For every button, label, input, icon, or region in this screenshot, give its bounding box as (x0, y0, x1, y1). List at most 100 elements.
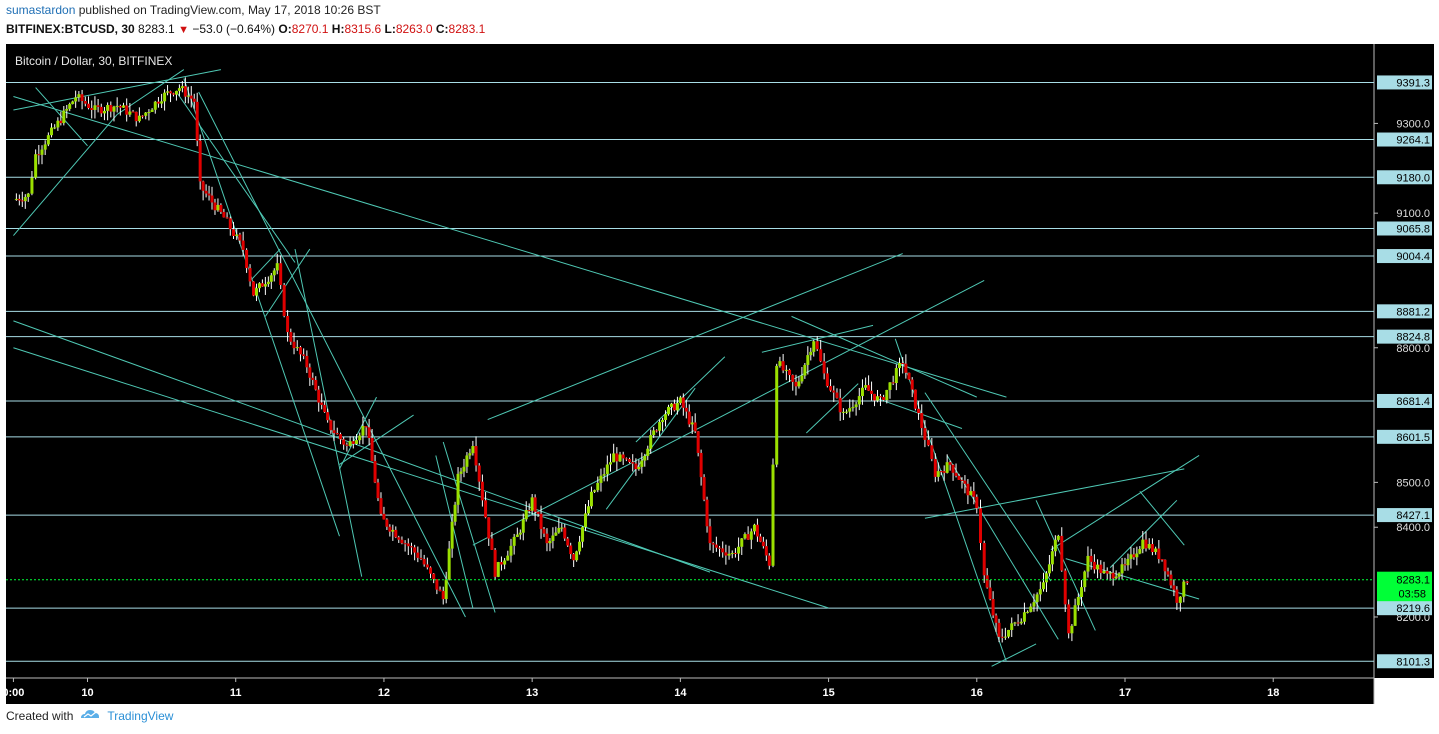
candle-body (1080, 587, 1084, 597)
candle-body (696, 431, 700, 453)
candle-body (34, 154, 38, 178)
candle-body (453, 504, 457, 522)
trendline[interactable] (487, 253, 903, 421)
trendline[interactable] (894, 338, 1007, 663)
x-tick-label: 12 (378, 687, 390, 699)
candle-body (1050, 551, 1054, 565)
candle-body (345, 444, 349, 446)
candle-body (672, 403, 676, 411)
candle-body (109, 105, 113, 112)
candle-body (43, 144, 47, 150)
chart-container[interactable]: 8283.1 03:58 9300.0 9100.0 8800.0 8500.0 8400… (2, 44, 1434, 704)
candle-body (367, 427, 371, 439)
trendline[interactable] (35, 87, 88, 147)
candle-body (825, 373, 829, 387)
candle-body (26, 193, 30, 197)
trendline[interactable] (116, 69, 185, 115)
x-tick-label: 11 (230, 687, 242, 699)
trendline[interactable] (924, 468, 1185, 519)
trendline[interactable] (946, 455, 1059, 640)
trendline[interactable] (806, 383, 859, 434)
candle-body (484, 500, 488, 518)
trendline[interactable] (183, 78, 340, 537)
level-price-label: 8601.5 (1396, 432, 1430, 444)
trendline[interactable] (435, 455, 474, 609)
candle-body (62, 110, 66, 124)
candle-body (1076, 596, 1080, 606)
trendline[interactable] (1035, 500, 1096, 631)
trendline[interactable] (442, 441, 496, 613)
trendline[interactable] (1139, 491, 1185, 546)
time-axis[interactable] (6, 678, 1374, 704)
trendline[interactable] (791, 315, 977, 398)
trendline[interactable] (991, 643, 1037, 667)
trendline[interactable] (339, 414, 414, 465)
author-link[interactable]: sumastardon (6, 3, 76, 17)
candle-body (144, 112, 148, 116)
candle-body (589, 491, 593, 507)
candle-body (800, 375, 804, 382)
candle-body (621, 454, 625, 459)
candle-body (702, 477, 706, 500)
trendline[interactable] (198, 91, 466, 618)
candle-body (788, 369, 792, 376)
candle-body (982, 543, 986, 576)
candle-body (985, 575, 989, 588)
trendline[interactable] (13, 69, 222, 111)
candle-body (978, 508, 982, 544)
x-tick-label: 15 (822, 687, 834, 699)
candle-body (137, 115, 141, 122)
candle-body (320, 402, 324, 405)
price-chart[interactable]: 8283.1 03:58 9300.0 9100.0 8800.0 8500.0 8400… (2, 44, 1434, 704)
trendline[interactable] (1109, 499, 1178, 568)
trendline[interactable] (924, 392, 1052, 582)
candle-body (163, 92, 167, 102)
candle-body (1010, 623, 1014, 630)
candle-body (803, 364, 807, 376)
candle-body (509, 545, 513, 556)
candle-body (602, 474, 606, 476)
candle-body (727, 553, 731, 556)
candle-body (487, 517, 491, 539)
trendline[interactable] (264, 248, 311, 317)
candle-body (40, 149, 44, 155)
candle-body (560, 527, 564, 529)
trendline[interactable] (13, 114, 118, 236)
trendline[interactable] (339, 396, 377, 470)
candle-body (721, 548, 725, 553)
tradingview-link[interactable]: TradingView (107, 708, 174, 723)
trendline[interactable] (472, 280, 985, 546)
y-tick-label: 9100.0 (1396, 208, 1430, 220)
candle-body (456, 473, 460, 505)
candle-body (1060, 535, 1064, 571)
candle-body (882, 397, 886, 401)
candle-body (667, 406, 671, 415)
candle-body (1154, 548, 1158, 553)
candle-body (888, 382, 892, 390)
trendline[interactable] (250, 248, 281, 281)
trendline[interactable] (13, 347, 829, 609)
candle-body (134, 111, 138, 122)
candle-body (737, 546, 741, 554)
candle-body (1126, 558, 1130, 566)
candle-body (797, 381, 801, 387)
candle-body (684, 407, 688, 412)
candle-body (326, 412, 330, 421)
candle-body (575, 551, 579, 561)
candle-body (429, 567, 433, 574)
candle-body (933, 459, 937, 477)
candle-body (147, 111, 151, 113)
candle-body (838, 397, 842, 413)
candle-body (425, 564, 429, 568)
level-price-label: 9065.8 (1396, 224, 1430, 236)
candle-body (314, 379, 318, 390)
x-tick-label: 17 (1119, 687, 1131, 699)
candle-body (1138, 549, 1142, 554)
trendline[interactable] (13, 96, 1007, 398)
trendline[interactable] (13, 320, 711, 573)
candle-body (496, 562, 500, 577)
footer: Created with TradingView (6, 708, 173, 723)
candle-body (1144, 539, 1148, 549)
candle-body (279, 263, 283, 286)
candle-body (1019, 621, 1023, 624)
